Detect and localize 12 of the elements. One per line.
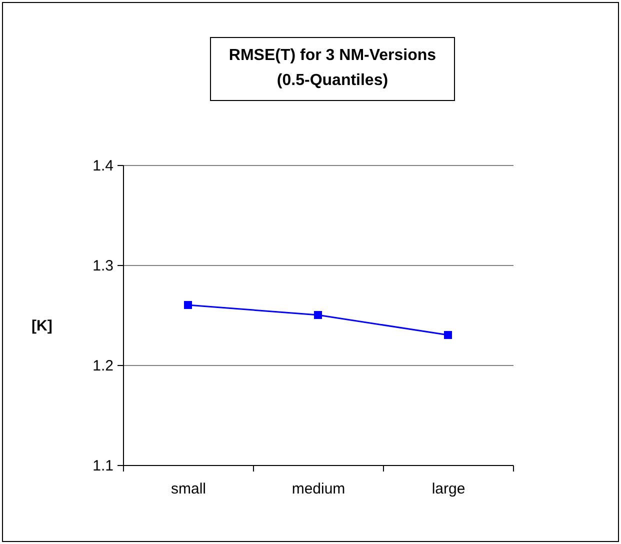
x-tick-label: large [432,480,466,498]
y-tick-label: 1.1 [92,458,114,474]
y-tick-label: 1.3 [92,258,114,274]
x-tick-label: medium [292,480,346,498]
y-tick-label: 1.4 [92,158,114,174]
y-axis-title: [K] [32,318,52,334]
chart-title: RMSE(T) for 3 NM-Versions (0.5-Quantiles) [210,37,455,101]
y-tick-label: 1.2 [92,358,114,374]
point [184,301,192,309]
point [314,311,322,319]
point [444,331,452,339]
x-tick-label: small [170,480,206,498]
